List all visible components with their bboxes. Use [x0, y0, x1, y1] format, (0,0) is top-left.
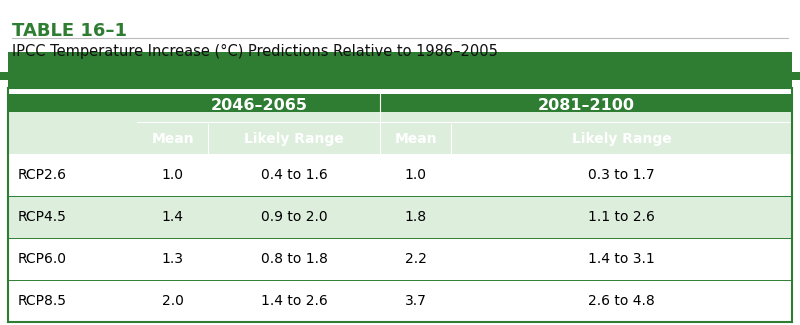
Bar	[8, 238, 792, 280]
Bar	[8, 154, 792, 196]
Bar	[8, 94, 792, 124]
Text: 1.0: 1.0	[162, 168, 184, 182]
Text: 0.4 to 1.6: 0.4 to 1.6	[261, 168, 327, 182]
Bar	[8, 52, 792, 88]
Bar	[8, 196, 792, 238]
Text: IPCC Temperature Increase (°C) Predictions Relative to 1986–2005: IPCC Temperature Increase (°C) Predictio…	[12, 44, 498, 59]
Text: 2.6 to 4.8: 2.6 to 4.8	[588, 294, 655, 308]
Text: 0.9 to 2.0: 0.9 to 2.0	[261, 210, 327, 224]
Text: 0.8 to 1.8: 0.8 to 1.8	[261, 252, 327, 266]
Text: RCP6.0: RCP6.0	[18, 252, 67, 266]
Text: Likely Range: Likely Range	[572, 132, 671, 146]
Text: 1.3: 1.3	[162, 252, 184, 266]
Text: 1.4 to 2.6: 1.4 to 2.6	[261, 294, 327, 308]
Text: 1.4: 1.4	[162, 210, 184, 224]
Text: RCP2.6: RCP2.6	[18, 168, 67, 182]
Bar	[8, 112, 792, 154]
Text: TABLE 16–1: TABLE 16–1	[12, 22, 127, 40]
Bar	[0, 72, 800, 80]
Text: Mean: Mean	[394, 132, 437, 146]
Text: 1.1 to 2.6: 1.1 to 2.6	[588, 210, 655, 224]
Text: Mean: Mean	[151, 132, 194, 146]
Text: 2081–2100: 2081–2100	[538, 98, 634, 113]
Text: 3.7: 3.7	[405, 294, 426, 308]
Text: RCP4.5: RCP4.5	[18, 210, 67, 224]
Text: 1.8: 1.8	[405, 210, 426, 224]
Text: 2.0: 2.0	[162, 294, 183, 308]
Text: 2.2: 2.2	[405, 252, 426, 266]
Text: 2046–2065: 2046–2065	[210, 98, 307, 113]
Text: 1.0: 1.0	[405, 168, 426, 182]
Text: 1.4 to 3.1: 1.4 to 3.1	[588, 252, 655, 266]
Text: RCP8.5: RCP8.5	[18, 294, 67, 308]
Text: Likely Range: Likely Range	[244, 132, 344, 146]
Text: 0.3 to 1.7: 0.3 to 1.7	[588, 168, 654, 182]
